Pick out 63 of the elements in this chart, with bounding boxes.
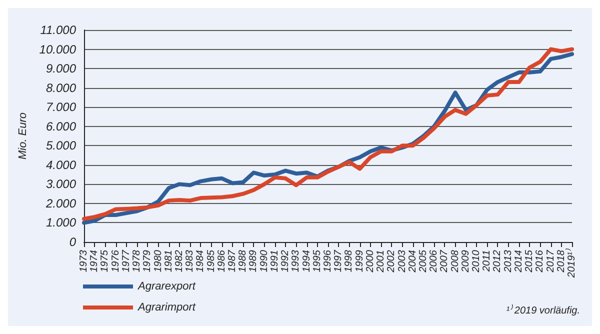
legend-label: Agrarexport	[137, 280, 196, 292]
y-tick-label: 9.000	[46, 62, 76, 76]
x-tick-label: 1987	[227, 250, 238, 272]
x-tick-label: 2002	[386, 250, 398, 274]
legend-label: Agrarimport	[137, 302, 196, 314]
x-tick-label: 1984	[195, 250, 206, 272]
x-tick-label: 2009	[460, 250, 472, 274]
x-tick-label: 2012	[492, 250, 504, 274]
x-tick-label: 2006	[428, 250, 440, 274]
x-tick-label: 2010	[471, 250, 482, 274]
x-tick-label: 1998	[344, 250, 355, 272]
x-tick-label: 1983	[184, 250, 196, 272]
x-tick-label: 1975	[100, 250, 111, 272]
x-tick-label: 2015	[524, 250, 536, 274]
y-tick-label: 7.000	[46, 100, 76, 114]
x-tick-label: 1999	[354, 250, 366, 272]
y-axis-title: Mio. Euro	[16, 112, 29, 160]
y-tick-label: 11.000	[40, 23, 76, 37]
y-tick-label: 10.000	[39, 42, 76, 56]
x-tick-label: 1985	[206, 250, 217, 272]
x-tick-label: 2007	[439, 250, 450, 274]
x-tick-label: 2019¹⁾	[564, 248, 578, 279]
y-tick-label: 8.000	[46, 80, 76, 95]
x-tick-label: 1996	[322, 250, 334, 272]
x-tick-label: 2004	[407, 250, 418, 274]
x-tick-label: 2018	[556, 250, 567, 274]
x-tick-label: 1974	[89, 250, 100, 272]
y-tick-label: 0	[69, 235, 76, 249]
x-tick-label: 1989	[248, 250, 260, 272]
text: ¹⁾ 2019 vorläufig.	[506, 304, 580, 316]
x-tick-label: 1991	[269, 250, 280, 272]
x-tick-label: 1988	[238, 250, 249, 272]
x-tick-label: 1980	[152, 250, 164, 272]
x-tick-label: 2011	[482, 250, 493, 273]
x-tick-label: 2005	[418, 250, 429, 274]
x-tick-label: 1997	[333, 250, 344, 272]
y-tick-label: 4.000	[46, 158, 76, 172]
x-tick-label: 1973	[78, 250, 90, 272]
y-tick-label: 6.000	[46, 119, 76, 134]
x-tick-label: 1979	[142, 250, 154, 272]
x-tick-label: 1981	[163, 250, 174, 272]
y-tick-label: 1.000	[46, 216, 76, 230]
x-tick-label: 2014	[513, 250, 524, 274]
x-tick-label: 2016	[534, 250, 546, 274]
x-tick-label: 2003	[396, 250, 408, 274]
x-tick-label: 2013	[502, 250, 514, 274]
x-tick-label: 1992	[280, 250, 292, 272]
x-tick-label: 1982	[174, 250, 185, 272]
x-tick-label: 1994	[301, 250, 312, 272]
x-tick-label: 1986	[216, 250, 228, 272]
x-tick-label: 2017	[545, 250, 556, 274]
x-tick-label: 1976	[110, 250, 122, 272]
x-tick-label: 1995	[312, 250, 323, 272]
x-tick-label: 1990	[258, 250, 270, 272]
x-tick-label: 1978	[132, 250, 143, 272]
y-tick-label: 5.000	[46, 138, 76, 153]
x-tick-label: 2008	[450, 250, 461, 274]
x-tick-label: 2001	[376, 250, 387, 274]
x-tick-label: 1977	[120, 250, 132, 272]
y-tick-label: 3.000	[46, 177, 76, 192]
x-tick-label: 2000	[364, 250, 376, 274]
y-tick-label: 2.000	[44, 196, 76, 210]
x-tick-label: 1993	[290, 250, 302, 272]
